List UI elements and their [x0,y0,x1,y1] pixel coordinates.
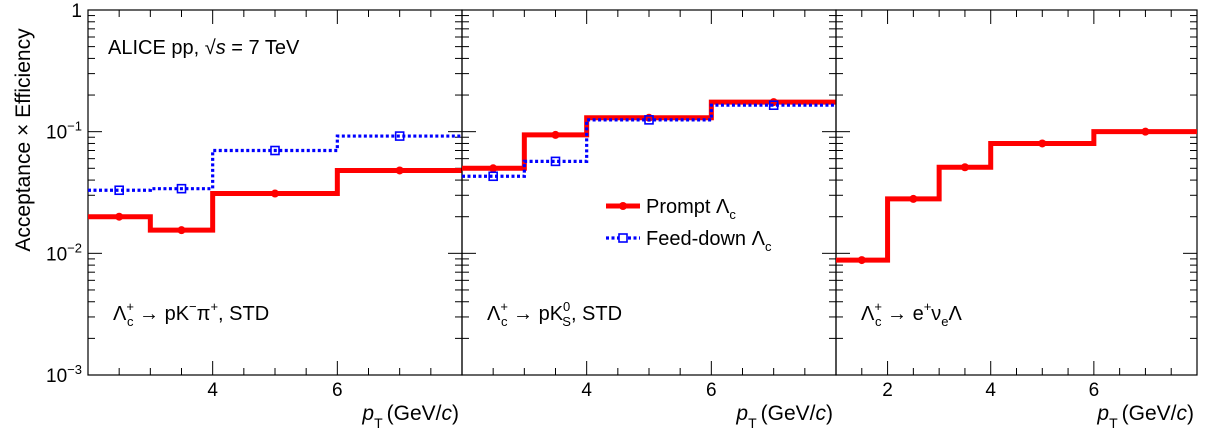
decay-channel-label: Λ+ c → pK−π+, STD [113,299,269,329]
panels: 4 6 Λ+ c → pK−π+, STD pT (GeV/c) 4 6 Λ+ c → pK0 S,… [87,9,1198,431]
feeddown-point [394,131,405,141]
y-tick-label: 10−3 [46,362,82,387]
prompt-series-line [836,129,1197,263]
prompt-point [1141,127,1150,136]
legend-marker [619,202,627,210]
x-tick-label: 2 [882,380,893,401]
feeddown-point [488,171,498,182]
x-tick-label: 4 [985,380,996,401]
decay-channel-label: Λ+ c → pK0 S, STD [487,299,622,329]
prompt-point [960,163,969,172]
legend-item-2: Feed-down Λc [606,228,772,254]
prompt-point [489,164,498,173]
collaboration-annotation: ALICE pp, √s = 7 TeV [108,37,300,59]
prompt-point [271,189,279,198]
feeddown-point [768,100,779,111]
x-tick-label: 6 [1089,380,1100,401]
feeddown-point [270,145,280,156]
y-tick-label: 10−1 [46,119,82,144]
y-tick-labels: 10−3 10−2 10−1 1 [46,1,82,387]
x-tick-label: 4 [207,380,218,401]
prompt-point [115,212,124,221]
feeddown-series-line [462,103,836,178]
legend-marker [618,233,628,243]
prompt-point [551,130,560,139]
feeddown-point [644,115,654,125]
prompt-series-line [88,167,462,233]
x-tick-label: 4 [581,380,592,401]
prompt-point [177,226,186,235]
y-tick-label: 1 [71,1,82,22]
decay-channel-label: Λ+ c → e+νeΛ [861,299,963,329]
legend: Prompt Λc Feed-down Λc [606,196,772,254]
y-tick-label: 10−2 [46,240,82,265]
y-axis-label: Acceptance × Efficiency [12,28,35,252]
prompt-point [857,256,866,265]
x-axis-label: pT (GeV/c) [735,402,833,431]
legend-label: Prompt Λc [646,196,736,222]
panel-1: 4 6 Λ+ c → pK−π+, STD pT (GeV/c) [87,9,463,431]
panel-3: 2 4 6 Λ+ c → e+νeΛ pT (GeV/c) [835,9,1198,431]
x-axis-label: pT (GeV/c) [361,402,459,431]
prompt-point [395,166,404,175]
feeddown-series-line [88,134,462,192]
legend-label: Feed-down Λc [646,228,772,254]
feeddown-point [176,183,187,194]
x-axis-label: pT (GeV/c) [1096,402,1194,431]
feeddown-point [114,185,124,196]
x-tick-label: 6 [706,380,717,401]
x-tick-label: 6 [332,380,343,401]
feeddown-point [550,156,561,167]
panel-2: 4 6 Λ+ c → pK0 S, STD pT (GeV/c) [461,9,837,431]
prompt-point [1038,139,1047,148]
prompt-series-line [462,99,836,171]
legend-item-1: Prompt Λc [606,196,736,222]
prompt-point [909,194,918,203]
